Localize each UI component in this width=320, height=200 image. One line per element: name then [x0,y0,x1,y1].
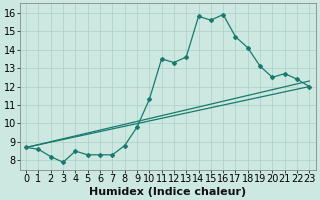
X-axis label: Humidex (Indice chaleur): Humidex (Indice chaleur) [89,187,246,197]
